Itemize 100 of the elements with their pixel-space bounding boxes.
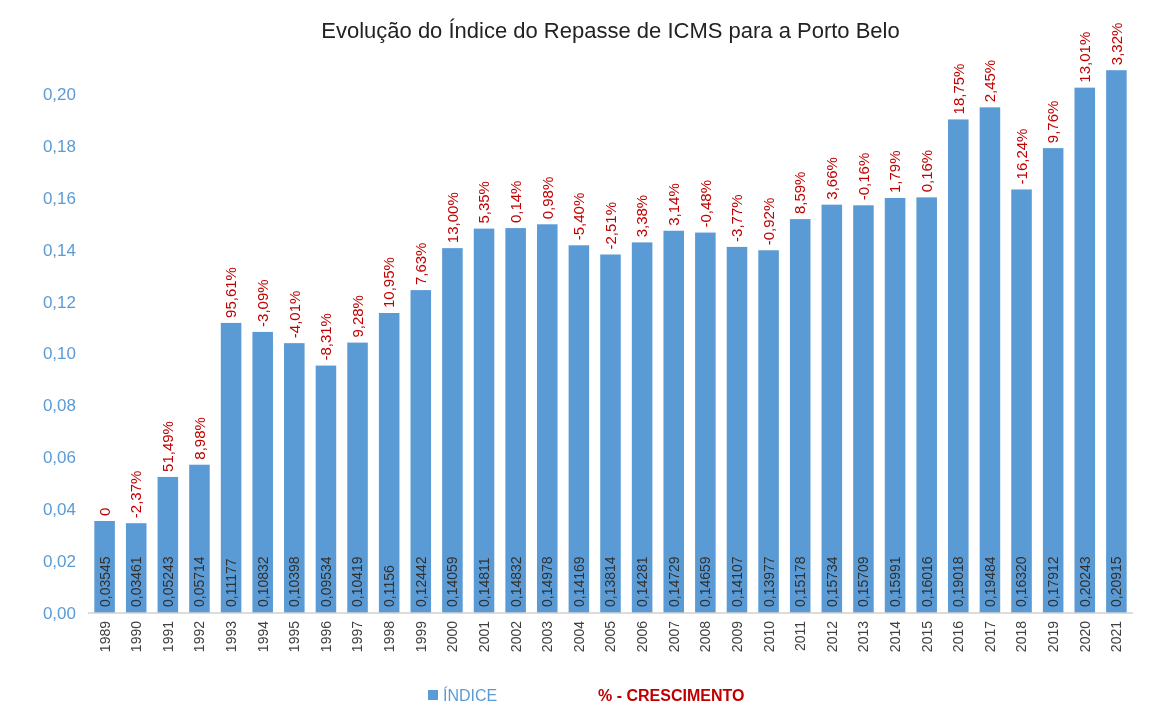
annotation: -2,51%	[601, 201, 619, 250]
annotation: -8,31%	[317, 313, 335, 361]
y-tick-label: 0,00	[42, 603, 76, 623]
data-label: 0,10398	[286, 556, 303, 607]
x-tick-label: 2007	[665, 620, 682, 653]
data-label: 0,14811	[475, 557, 492, 607]
annotation: 5,35%	[475, 181, 493, 224]
x-tick-label: 2011	[792, 620, 809, 652]
y-tick-label: 0,04	[42, 500, 76, 520]
x-tick-label: 1996	[317, 620, 334, 653]
y-tick-label: 0,12	[42, 292, 76, 312]
x-tick-label: 2009	[728, 620, 745, 653]
data-label: 0,10832	[254, 556, 271, 607]
annotation: 9,28%	[348, 295, 366, 338]
annotation: -4,01%	[285, 290, 303, 339]
x-tick-label: 2005	[602, 620, 619, 653]
x-tick-label: 1992	[191, 620, 208, 653]
annotation: 3,14%	[664, 183, 682, 226]
bar	[600, 254, 621, 613]
bar	[1042, 148, 1064, 613]
bar	[726, 246, 748, 613]
annotation: 18,75%	[949, 63, 967, 115]
bar	[442, 248, 463, 613]
data-label: 0,10419	[349, 556, 366, 607]
bar	[568, 245, 590, 613]
bar	[1011, 189, 1032, 613]
x-tick-label: 1990	[128, 620, 145, 653]
bar	[347, 342, 368, 613]
annotation: -5,40%	[570, 192, 588, 241]
bar	[410, 290, 432, 613]
x-tick-label: 2013	[855, 620, 872, 653]
data-label: 0,14729	[665, 556, 682, 607]
data-label: 0,15734	[823, 556, 840, 607]
annotation: 2,45%	[981, 59, 999, 103]
y-tick-label: 0,16	[42, 188, 76, 208]
annotation: 7,63%	[412, 242, 430, 286]
bar	[315, 365, 337, 613]
y-tick-label: 0,14	[42, 240, 76, 260]
bar	[853, 205, 874, 613]
bar	[916, 197, 937, 613]
bar	[821, 204, 843, 613]
data-label: 0,13814	[602, 556, 619, 607]
x-tick-label: 1994	[254, 620, 271, 653]
bar	[536, 224, 558, 613]
data-label: 0,11177	[222, 558, 239, 607]
x-tick-label: 1995	[286, 620, 303, 653]
x-tick-label: 2014	[886, 620, 903, 653]
x-tick-label: 2006	[634, 620, 651, 653]
x-tick-label: 2012	[823, 620, 840, 653]
data-label: 0,14059	[444, 556, 461, 607]
data-label: 0,14659	[697, 556, 714, 607]
data-label: 0,14169	[570, 556, 587, 607]
data-label: 0,03545	[96, 556, 113, 607]
legend-label: ÍNDICE	[443, 686, 498, 704]
x-tick-label: 2019	[1045, 620, 1062, 653]
bar	[884, 198, 906, 613]
text: % - CRESCIMENTO	[598, 687, 745, 704]
x-tick-label: 1998	[381, 620, 398, 653]
data-label: 0,13977	[760, 556, 777, 607]
annotation: 3,66%	[823, 157, 841, 200]
annotation: 0	[95, 507, 113, 516]
bar	[789, 219, 811, 613]
annotation: 95,61%	[222, 267, 240, 318]
annotation: -16,24%	[1012, 128, 1030, 185]
bar	[1074, 87, 1096, 613]
x-tick-label: 2015	[918, 620, 935, 653]
x-tick-label: 2016	[950, 620, 967, 653]
bar	[663, 230, 685, 613]
x-tick-label: 2017	[981, 620, 998, 653]
bar	[948, 119, 969, 613]
bar	[979, 107, 1001, 613]
x-tick-label: 1997	[349, 620, 366, 653]
x-tick-label: 2008	[697, 620, 714, 653]
y-tick-label: 0,20	[42, 84, 76, 104]
chart-title: Evolução do Índice do Repasse de ICMS para a Porto Belo	[321, 18, 900, 43]
bar	[1106, 70, 1127, 613]
bar	[758, 250, 779, 613]
annotation: -0,16%	[854, 152, 872, 201]
data-label: 0,14281	[634, 556, 651, 607]
data-label: 0,17912	[1045, 556, 1062, 607]
data-label: 0,05714	[191, 556, 208, 607]
x-tick-label: 2000	[444, 620, 461, 653]
annotation: 8,98%	[190, 417, 208, 460]
bar	[252, 331, 273, 613]
annotation: 1,79%	[886, 150, 904, 193]
bar	[631, 242, 653, 613]
annotation: 13,00%	[443, 192, 461, 244]
annotation: 3,38%	[633, 194, 651, 238]
bar	[189, 464, 210, 613]
x-tick-label: 2018	[1013, 620, 1030, 653]
x-tick-label: 2003	[539, 620, 556, 653]
data-label: 0,19018	[950, 556, 967, 607]
annotation: 13,01%	[1076, 31, 1094, 83]
annotation: 3,32%	[1107, 22, 1125, 66]
bar	[378, 312, 400, 613]
annotation: 8,59%	[791, 171, 809, 215]
data-label: 0,12442	[412, 556, 429, 607]
x-tick-label: 2020	[1076, 620, 1093, 653]
x-tick-label: 2004	[570, 620, 587, 653]
annotation: -0,48%	[696, 180, 714, 228]
